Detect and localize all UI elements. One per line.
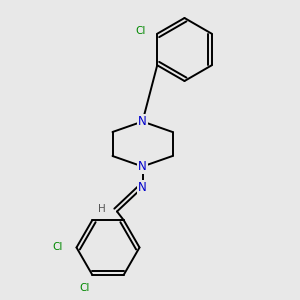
Text: Cl: Cl [80, 283, 90, 293]
Text: N: N [138, 115, 147, 128]
Text: N: N [138, 160, 147, 173]
Text: N: N [138, 181, 147, 194]
Text: Cl: Cl [53, 242, 63, 252]
Text: Cl: Cl [136, 26, 146, 36]
Text: H: H [98, 204, 105, 214]
